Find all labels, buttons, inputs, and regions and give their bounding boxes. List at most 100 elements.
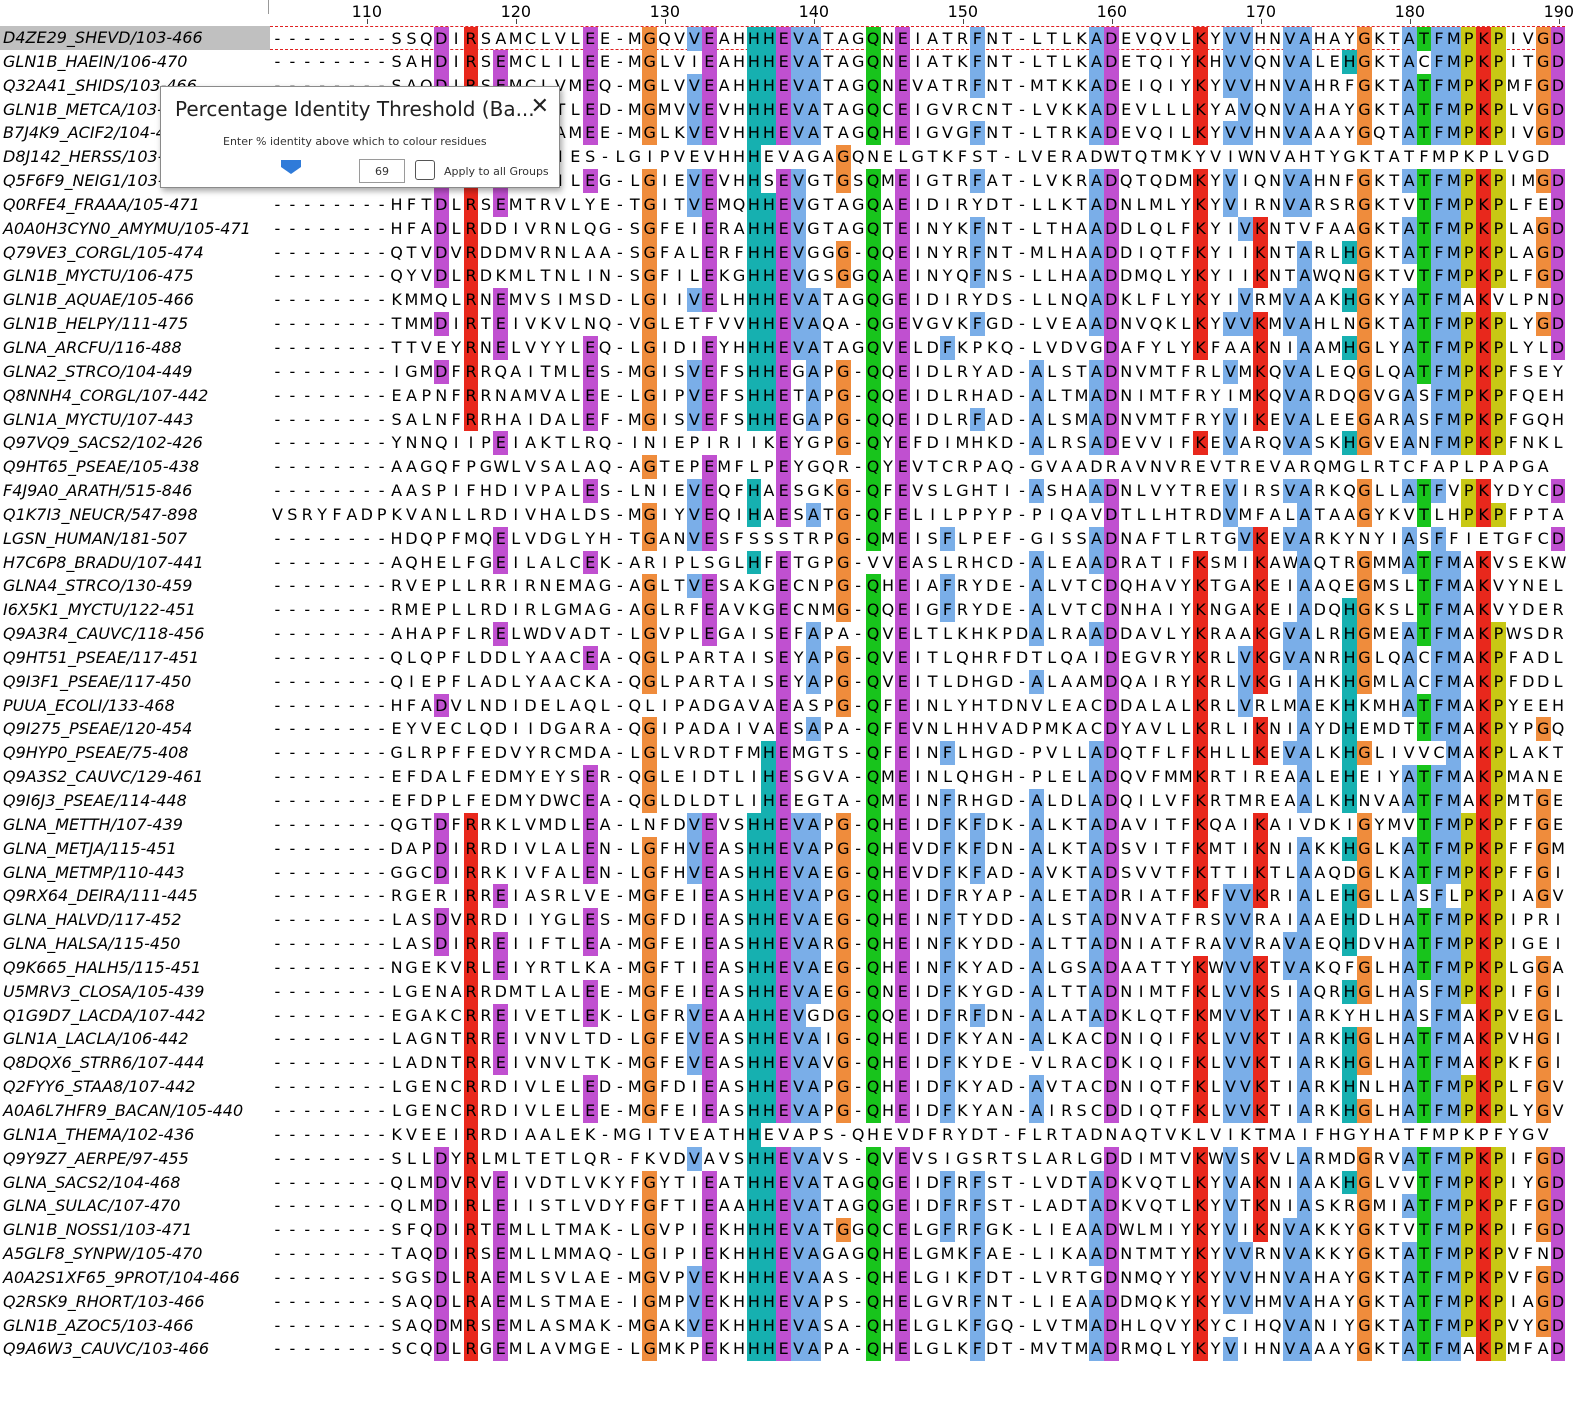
sequence-id[interactable]: GLN1B_METCA/103-466 <box>3 99 194 119</box>
ruler-tick <box>963 19 964 24</box>
sequence-id[interactable]: LGSN_HUMAN/181-507 <box>3 528 188 548</box>
sequence-id[interactable]: GLNA2_STRCO/104-449 <box>3 361 193 381</box>
ruler-label: 170 <box>1245 2 1277 21</box>
sequence-id[interactable]: Q8NNH4_CORGL/107-442 <box>3 385 209 405</box>
sequence-id[interactable]: H7C6P8_BRADU/107-441 <box>3 552 204 572</box>
sequence-id[interactable]: GLN1B_AQUAE/105-466 <box>3 290 194 310</box>
sequence-id[interactable]: Q1G9D7_LACDA/107-442 <box>3 1005 206 1025</box>
ruler-tick <box>665 19 666 24</box>
sequence-id[interactable]: Q97VQ9_SACS2/102-426 <box>3 433 203 453</box>
threshold-value-input[interactable]: 69 <box>359 159 405 183</box>
sequence-id[interactable]: Q32A41_SHIDS/103-466 <box>3 75 197 95</box>
sequence-id[interactable]: I6X5K1_MYCTU/122-451 <box>3 600 196 620</box>
sequence-id[interactable]: Q9I3F1_PSEAE/117-450 <box>3 671 192 691</box>
sequence-id[interactable]: Q1K7I3_NEUCR/547-898 <box>3 504 198 524</box>
sequence-id[interactable]: GLNA4_STRCO/130-459 <box>3 576 193 596</box>
threshold-prompt: Enter % identity above which to colour r… <box>223 135 487 148</box>
sequence-id[interactable]: Q9A6W3_CAUVC/103-466 <box>3 1339 210 1359</box>
sequence-id[interactable]: F4J9A0_ARATH/515-846 <box>3 481 193 501</box>
column-ruler: 110 120 130 140 150 160 170 180 190 <box>0 0 1575 24</box>
sequence-id[interactable]: D4ZE29_SHEVD/103-466 <box>0 26 270 50</box>
sequence-id[interactable]: GLNA_METTH/107-439 <box>3 814 183 834</box>
sequence-id[interactable]: PUUA_ECOLI/133-468 <box>3 695 175 715</box>
apply-all-groups-checkbox[interactable] <box>415 160 435 180</box>
sequence-id[interactable]: GLNA_SULAC/107-470 <box>3 1196 181 1216</box>
sequence-id[interactable]: Q9Y9Z7_AERPE/97-455 <box>3 1148 189 1168</box>
sequence-id[interactable]: GLNA_METJA/115-451 <box>3 838 177 858</box>
sequence-id[interactable]: U5MRV3_CLOSA/105-439 <box>3 981 205 1001</box>
sequence-id[interactable]: B7J4K9_ACIF2/104-466 <box>3 123 187 143</box>
sequence-id[interactable]: GLNA_METMP/110-443 <box>3 862 185 882</box>
sequence-id[interactable]: Q9HYP0_PSEAE/75-408 <box>3 743 189 763</box>
ruler-label: 110 <box>351 2 383 21</box>
sequence-id[interactable]: Q2RSK9_RHORT/103-466 <box>3 1291 205 1311</box>
ruler-tick <box>814 19 815 24</box>
percentage-identity-dialog: Percentage Identity Threshold (Ba... ✕ E… <box>160 86 560 188</box>
sequence-id[interactable]: Q8DQX6_STRR6/107-444 <box>3 1053 205 1073</box>
close-icon[interactable]: ✕ <box>530 94 549 119</box>
sequence-id[interactable]: A5GLF8_SYNPW/105-470 <box>3 1244 203 1264</box>
sequence-id[interactable]: GLN1B_HAEIN/106-470 <box>3 51 188 71</box>
ruler-tick <box>1559 19 1560 24</box>
sequence-id[interactable]: Q2FYY6_STAA8/107-442 <box>3 1077 196 1097</box>
sequence-id[interactable]: Q9A3R4_CAUVC/118-456 <box>3 624 205 644</box>
ruler-divider <box>268 0 269 14</box>
sequence-id[interactable]: Q9HT65_PSEAE/105-438 <box>3 457 200 477</box>
sequence-id[interactable]: GLN1A_LACLA/106-442 <box>3 1029 189 1049</box>
dialog-title: Percentage Identity Threshold (Ba... <box>175 97 535 121</box>
ruler-label: 140 <box>798 2 830 21</box>
sequence-id[interactable]: GLNA_ARCFU/116-488 <box>3 337 182 357</box>
sequence-id[interactable]: Q5F6F9_NEIG1/103-466 <box>3 171 195 191</box>
sequence-id[interactable]: Q9I6J3_PSEAE/114-448 <box>3 791 187 810</box>
sequence-id[interactable]: GLN1B_NOSS1/103-471 <box>3 1220 193 1240</box>
sequence-id[interactable]: A0A2S1XF65_9PROT/104-466 <box>3 1267 240 1287</box>
sequence-id[interactable]: GLN1A_THEMA/102-436 <box>3 1124 195 1144</box>
sequence-id[interactable]: Q9A3S2_CAUVC/129-461 <box>3 767 204 787</box>
sequence-id[interactable]: GLNA_SACS2/104-468 <box>3 1172 181 1192</box>
sequence-id[interactable]: Q9I275_PSEAE/120-454 <box>3 719 193 739</box>
ruler-label: 120 <box>500 2 532 21</box>
sequence-id[interactable]: Q0RFE4_FRAAA/105-471 <box>3 194 200 214</box>
sequence-id[interactable]: GLN1B_MYCTU/106-475 <box>3 266 194 286</box>
sequence-id[interactable]: Q9K665_HALH5/115-451 <box>3 957 202 977</box>
sequence-id[interactable]: GLN1B_AZOC5/103-466 <box>3 1315 194 1335</box>
ruler-label: 150 <box>947 2 979 21</box>
sequence-id[interactable]: A0A0H3CYN0_AMYMU/105-471 <box>3 218 251 238</box>
sequence-id[interactable]: D8J142_HERSS/103-466 <box>3 147 194 167</box>
sequence-id[interactable]: A0A6L7HFR9_BACAN/105-440 <box>3 1100 244 1120</box>
sequence-id[interactable]: Q9HT51_PSEAE/117-451 <box>3 647 200 667</box>
sequence-id[interactable]: GLN1A_MYCTU/107-443 <box>3 409 194 429</box>
sequence-id[interactable]: GLN1B_HELPY/111-475 <box>3 314 189 334</box>
sequence-id[interactable]: Q9RX64_DEIRA/111-445 <box>3 886 198 906</box>
sequence-id[interactable]: Q79VE3_CORGL/105-474 <box>3 242 204 262</box>
ruler-tick <box>367 19 368 24</box>
threshold-slider-thumb[interactable] <box>279 158 303 176</box>
sequence-id[interactable]: GLNA_HALVD/117-452 <box>3 910 182 930</box>
sequence-id[interactable]: GLNA_HALSA/115-450 <box>3 934 181 954</box>
